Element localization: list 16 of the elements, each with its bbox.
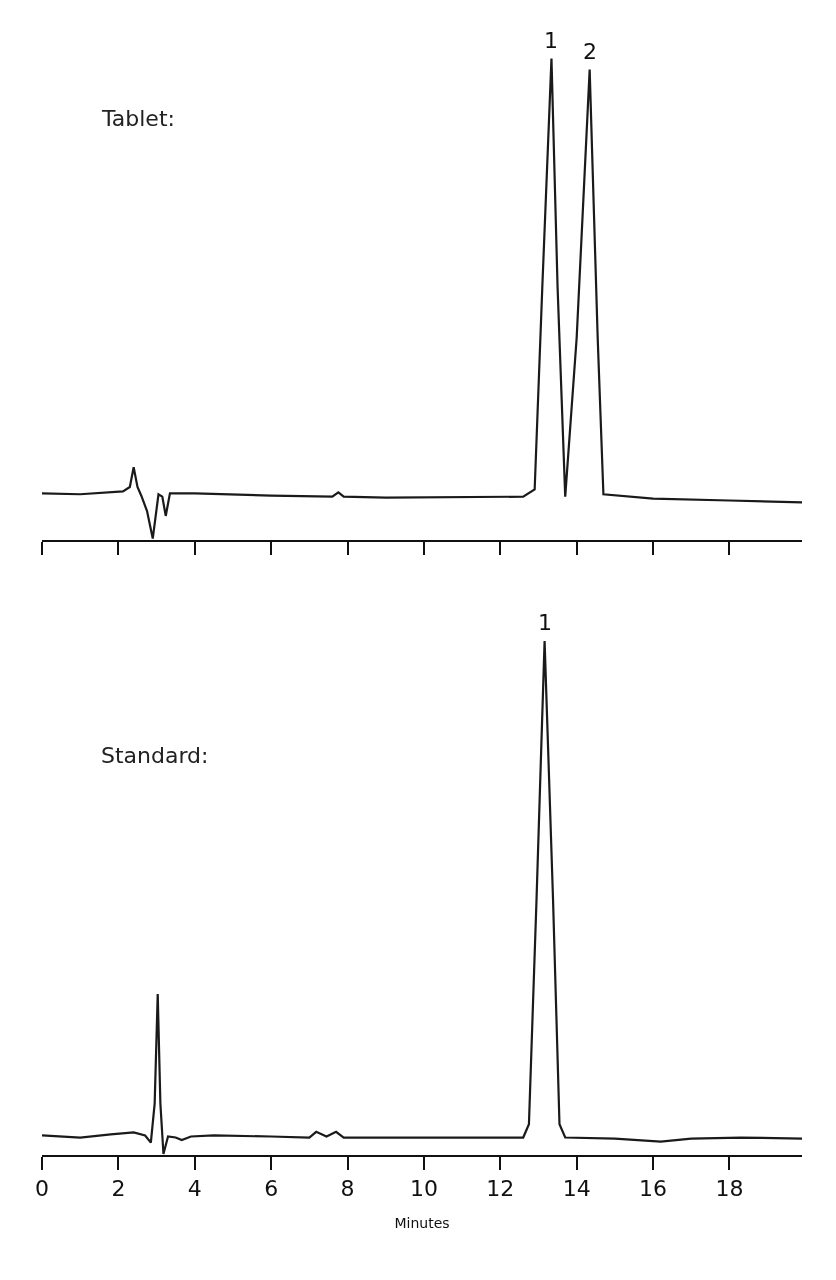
x-tick-label: 12 — [486, 1176, 515, 1202]
x-tick-label: 16 — [639, 1176, 668, 1202]
x-tick-label: 10 — [409, 1176, 438, 1202]
x-tick-label: 0 — [35, 1176, 49, 1202]
x-tick-label: 18 — [715, 1176, 744, 1202]
x-tick-label: 6 — [264, 1176, 279, 1202]
annotation: 2 — [583, 39, 597, 64]
x-tick-label: 14 — [562, 1176, 591, 1202]
annotation: 1 — [538, 610, 552, 635]
text: Tablet: — [101, 106, 175, 131]
x-axis-title: Minutes — [394, 1215, 450, 1232]
x-tick-label: 4 — [187, 1176, 202, 1202]
x-tick-label: 2 — [111, 1176, 126, 1202]
x-tick-label: 8 — [340, 1176, 355, 1202]
text: Standard: — [101, 743, 209, 768]
annotation: 1 — [544, 28, 558, 53]
